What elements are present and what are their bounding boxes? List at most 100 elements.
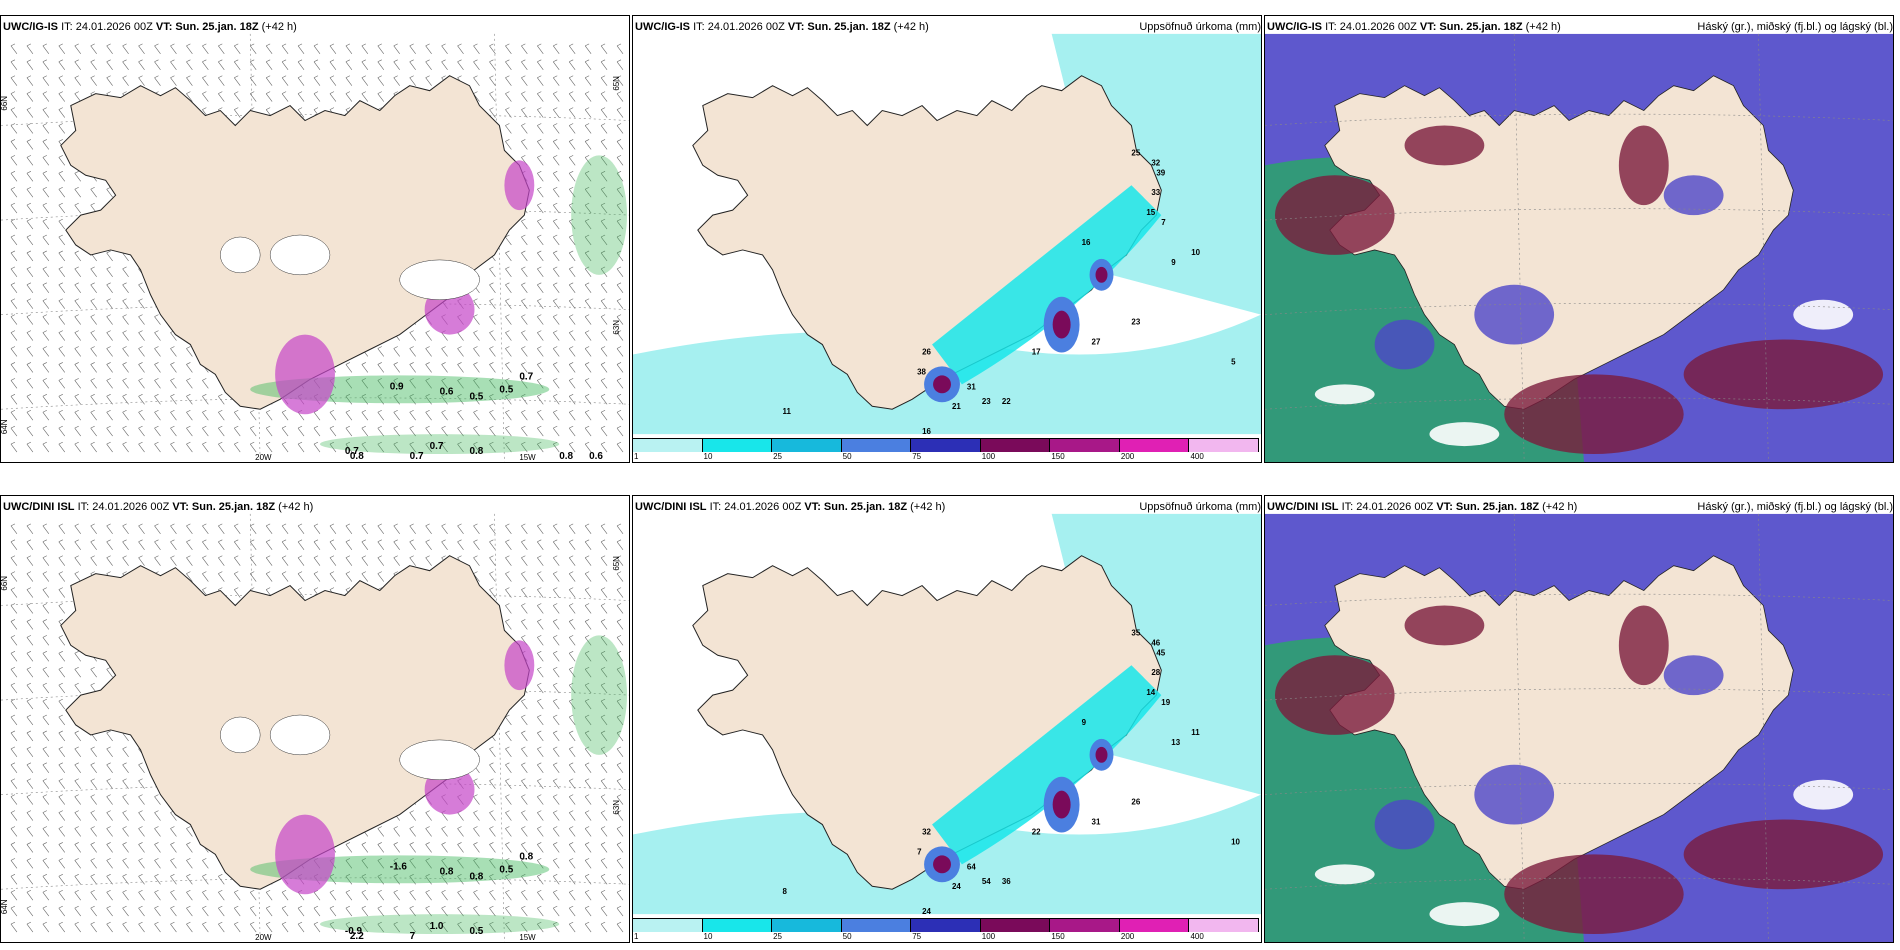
wind-barb [10, 298, 18, 309]
wind-barb [74, 346, 81, 357]
wind-barb [584, 330, 592, 341]
model-name: UWC/IG-IS [635, 21, 690, 33]
wind-barb [10, 155, 18, 166]
wind-barb [600, 794, 608, 805]
wind-barb [425, 810, 432, 821]
wind-barb [409, 858, 416, 869]
wind-barb [489, 778, 496, 789]
wind-barb [329, 91, 337, 102]
wind-barb [154, 555, 161, 566]
wind-barb [616, 139, 624, 150]
lead-time: (+42 h) [910, 501, 946, 513]
model-name: UWC/IG-IS [1267, 21, 1322, 33]
wind-barb [90, 905, 97, 917]
wind-barb [10, 234, 18, 246]
wind-barb [489, 441, 496, 453]
wind-barb [345, 523, 353, 535]
wind-barb [42, 139, 50, 150]
wind-barb [553, 858, 560, 869]
colorbar-label: 50 [842, 932, 852, 941]
wind-barb [361, 409, 369, 421]
wind-barb [616, 409, 624, 421]
low-cloud [1663, 175, 1724, 216]
wind-barb [265, 523, 273, 535]
precip-value-label: 7 [1161, 218, 1166, 227]
wind-barb [441, 59, 448, 70]
wind-barb [138, 858, 145, 869]
wind-barb [122, 282, 129, 293]
init-time: IT: 24.01.2026 00Z [1325, 21, 1417, 33]
valid-time: VT: Sun. 25.jan. 18Z [804, 501, 908, 513]
wind-barb [106, 43, 113, 55]
wind-barb [138, 409, 145, 421]
wind-barb [553, 730, 560, 742]
wind-barb [489, 282, 496, 293]
wind-barb [505, 523, 512, 535]
wind-barb [297, 441, 305, 453]
wind-barb [377, 523, 385, 535]
wind-barb [521, 746, 528, 758]
wind-barb [10, 666, 18, 678]
glacier [269, 234, 331, 276]
wind-barb [74, 905, 81, 917]
wind-barb [42, 298, 50, 309]
wind-barb [10, 171, 18, 182]
wind-barb [122, 842, 129, 853]
wind-barb [600, 266, 608, 278]
wind-barb [265, 921, 273, 933]
wind-barb [90, 441, 97, 453]
precip-value-label: 23 [982, 397, 991, 406]
wind-barb [584, 91, 592, 102]
wind-barb [10, 682, 18, 694]
precip-value-label: 45 [1156, 648, 1165, 657]
wind-barb [90, 298, 97, 309]
wind-barb [568, 571, 576, 582]
wind-barb [281, 409, 289, 421]
wind-barb [584, 394, 592, 405]
precip-value-label: 13 [1171, 738, 1180, 747]
wind-barb [409, 441, 416, 453]
wind-barb [218, 874, 225, 885]
wind-barb [505, 905, 512, 917]
wind-barb [90, 810, 97, 821]
wind-barb [489, 425, 496, 437]
wind-barb [186, 889, 193, 901]
wind-barb [10, 539, 18, 550]
wind-barb [122, 826, 129, 837]
wind-barb [202, 858, 209, 869]
wind-barb [537, 666, 544, 678]
wind-barb [584, 682, 592, 694]
wind-barb [457, 378, 464, 389]
wind-barb [537, 762, 544, 773]
wind-barb [600, 666, 608, 678]
gust-value-label: 0.8 [440, 866, 454, 877]
wind-barb [473, 441, 480, 453]
wind-barb [58, 107, 66, 118]
wind-barb [521, 730, 528, 742]
gust-value-label: 0.7 [519, 371, 533, 382]
wind-barb [553, 842, 560, 853]
wind-barb [616, 75, 624, 86]
wind-barb [170, 921, 177, 933]
wind-barb [361, 425, 369, 437]
wind-barb [377, 858, 385, 869]
wind-barb [313, 905, 321, 917]
wind-barb [329, 539, 337, 550]
wind-barb [377, 425, 385, 437]
wind-barb [393, 59, 400, 70]
wind-barb [186, 441, 193, 453]
wind-barb [537, 889, 544, 901]
wind-barb [584, 858, 592, 869]
wind-barb [568, 250, 576, 262]
wind-barb [345, 571, 353, 582]
wind-barb [234, 91, 241, 102]
wind-barb [74, 651, 81, 662]
wind-barb [138, 43, 145, 55]
wind-barb [42, 362, 50, 373]
wind-barb [218, 921, 225, 933]
wind-barb [74, 330, 81, 341]
wind-barb [186, 425, 193, 437]
colorbar-swatch [841, 918, 912, 932]
wind-barb [138, 810, 145, 821]
